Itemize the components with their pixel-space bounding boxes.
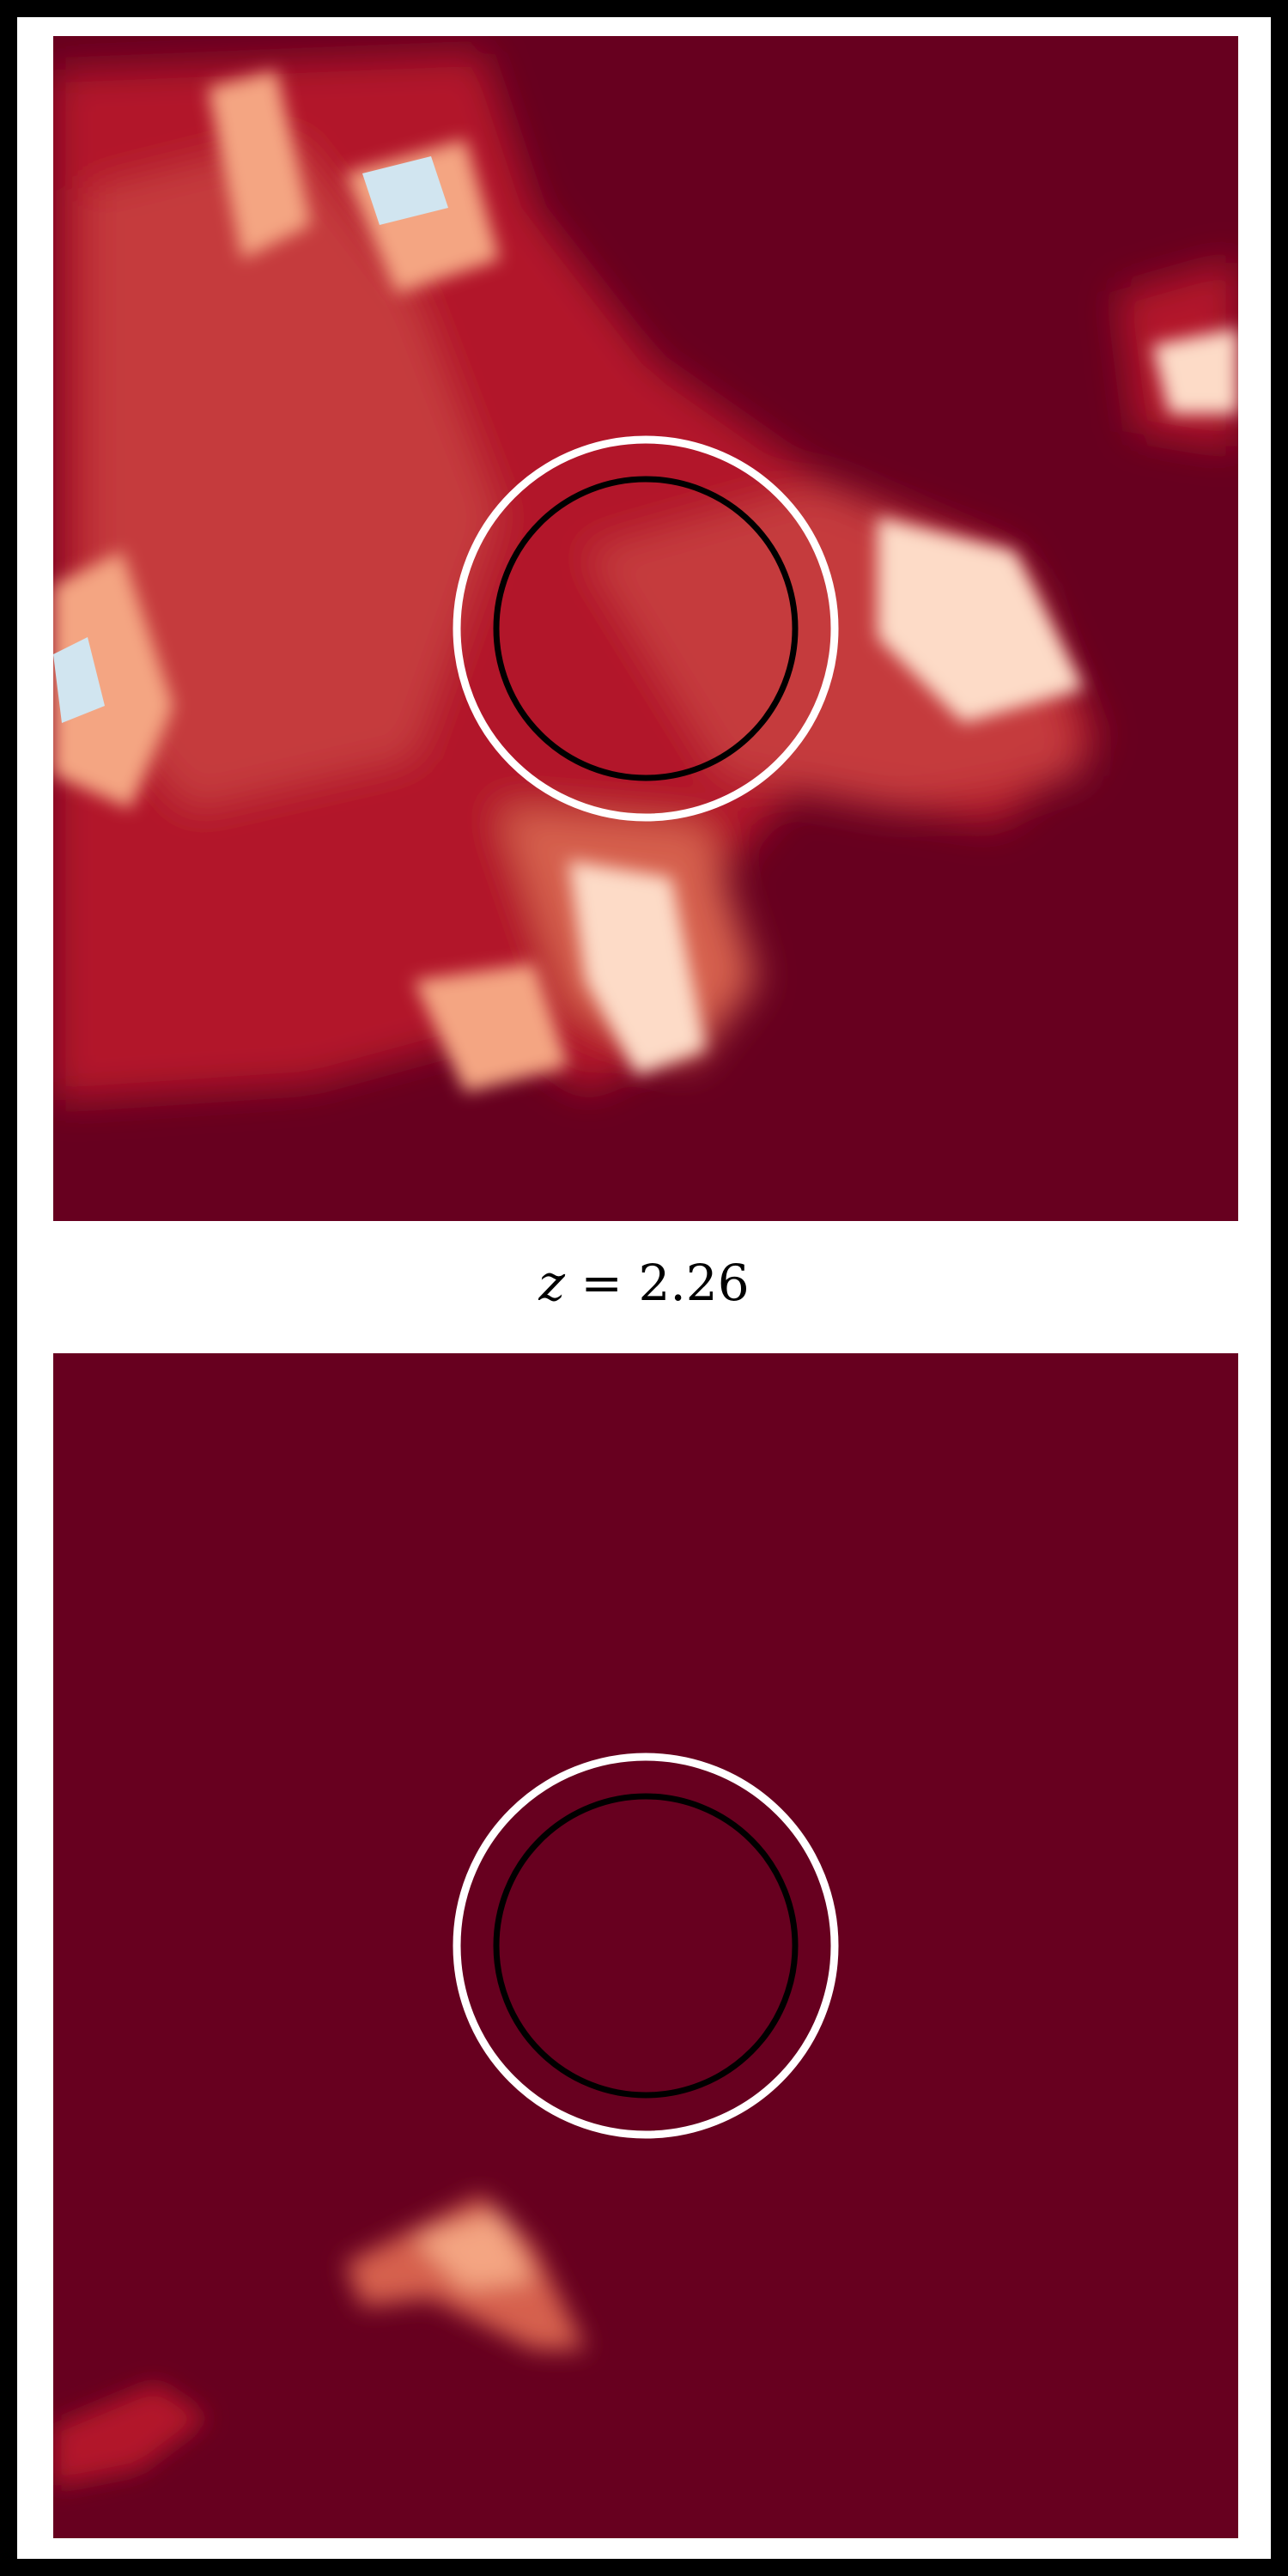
- inner-circle: [493, 476, 799, 781]
- outer-circle: [453, 435, 839, 822]
- redshift-eq: =: [564, 1254, 639, 1312]
- figure-frame: z = 2.26: [17, 17, 1271, 2559]
- cool-spot: [362, 156, 448, 225]
- redshift-label: z = 2.26: [17, 1254, 1271, 1312]
- map-panel-top: [53, 36, 1238, 1221]
- redshift-value: 2.26: [638, 1254, 750, 1312]
- outer-circle: [453, 1753, 839, 2139]
- redshift-var: z: [538, 1254, 565, 1312]
- density-field-bottom: [53, 2195, 586, 2487]
- density-map-bottom: [53, 1753, 839, 2487]
- cool-spot: [53, 637, 105, 723]
- density-map-top: [53, 53, 1238, 1101]
- inner-circle: [493, 1793, 799, 2099]
- map-panel-bottom: [53, 1353, 1238, 2538]
